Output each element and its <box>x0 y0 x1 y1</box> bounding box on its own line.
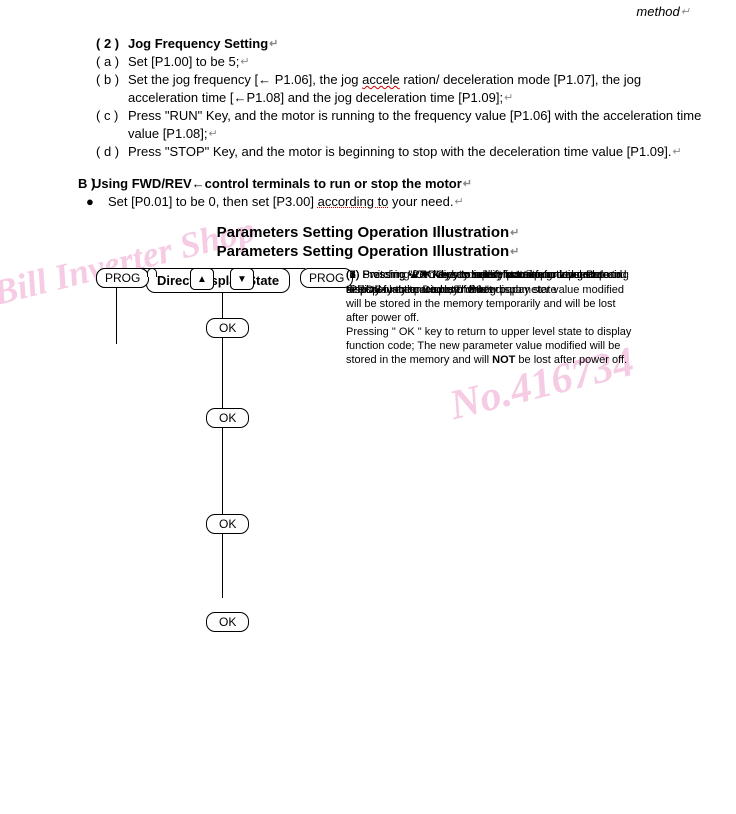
illustration-title-1: Parameters Setting Operation Illustratio… <box>0 224 736 241</box>
secB-title-row: B ) Using FWD/REV←control terminals to r… <box>0 175 736 193</box>
line-bridge <box>147 268 157 277</box>
sec2-num: ( 2 ) <box>96 35 128 53</box>
node-ok-4: OK <box>206 612 249 632</box>
secB-title: Using FWD/REV←control terminals to run o… <box>92 175 712 193</box>
up-key-3 <box>190 268 214 290</box>
node-direct-display: Direct Display State <box>146 268 290 293</box>
document-content: method↵ ( 2 ) Jog Frequency Setting↵ ( a… <box>0 0 736 728</box>
sec2-d: ( d ) Press "STOP" Key, and the motor is… <box>0 143 736 161</box>
node-ok-1: OK <box>206 318 249 338</box>
sec2-title: Jog Frequency Setting↵ <box>128 35 712 53</box>
flowchart: Direct Display State OK OK OK OK PROG PR… <box>96 268 636 728</box>
secB-bullet: ● Set [P0.01] to be 0, then set [P3.00] … <box>0 193 736 211</box>
sec2-title-row: ( 2 ) Jog Frequency Setting↵ <box>0 35 736 53</box>
node-ok-2: OK <box>206 408 249 428</box>
illustration-title-2: Parameters Setting Operation Illustratio… <box>0 243 736 260</box>
sec2-c: ( c ) Press "RUN" Key, and the motor is … <box>0 107 736 143</box>
down-key-3 <box>230 268 254 290</box>
header-method: method↵ <box>0 0 736 19</box>
flow-note-7: (7) Pressing •PROG• key to return to upp… <box>346 268 632 367</box>
sec2-b: ( b ) Set the jog frequency [← P1.06], t… <box>0 71 736 107</box>
node-ok-3: OK <box>206 514 249 534</box>
sec2-a: ( a ) Set [P1.00] to be 5;↵ <box>0 53 736 71</box>
node-prog-left-2: PROG <box>96 268 149 288</box>
